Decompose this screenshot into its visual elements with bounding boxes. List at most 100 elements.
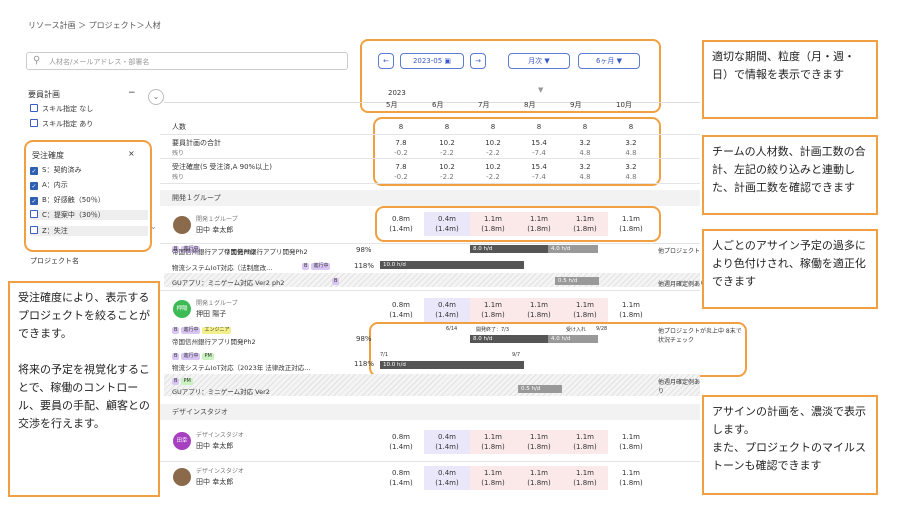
month-label: 9月 <box>570 101 582 109</box>
note-summary: チームの人材数、計画工数の合計、左記の絞り込みと連動した、計画工数を確認できます <box>702 135 878 215</box>
order-value: 15.4 <box>531 163 547 171</box>
checkbox[interactable] <box>30 210 38 218</box>
project-tags: B PM <box>172 378 193 385</box>
order-value: 3.2 <box>625 163 637 171</box>
project-name[interactable]: 物流システムIoT対応（2023年 法律改正対応... <box>172 364 311 372</box>
order-remaining-value: -2.2 <box>486 173 500 181</box>
granularity-value: 月次 <box>528 57 543 65</box>
checkbox[interactable] <box>30 119 38 127</box>
allocation-value: 0.4m <box>438 433 456 441</box>
filter-option[interactable]: Z：失注 <box>30 226 148 236</box>
collapse-icon[interactable]: − <box>128 88 136 98</box>
person-name[interactable]: 田中 幸太郎 <box>196 226 234 234</box>
person-dept: デザインスタジオ <box>196 432 244 439</box>
filter-option[interactable]: C：提案中（30％） <box>30 210 148 220</box>
year-label: 2023 <box>388 89 406 97</box>
allocation-sub: (1.8m) <box>619 479 643 487</box>
assign-bar[interactable]: 10.0 h/d <box>380 361 524 369</box>
headcount-label: 人数 <box>172 123 186 131</box>
expand-icon[interactable]: ⌄ <box>150 222 157 231</box>
allocation-cell: 1.1m (1.8m) <box>562 430 608 454</box>
allocation-value: 1.1m <box>622 301 640 309</box>
allocation-sub: (1.8m) <box>573 443 597 451</box>
assign-bar[interactable]: 8.0 h/d <box>470 245 548 253</box>
order-value: 3.2 <box>579 163 591 171</box>
checkbox-checked[interactable]: ✓ <box>30 182 38 190</box>
allocation-cell: 1.1m (1.8m) <box>608 298 654 322</box>
search-input[interactable]: ⚲ 人材名/メールアドレス・部署名 <box>26 52 348 70</box>
milestone-label: 9/28 <box>596 326 608 332</box>
allocation-value: 1.1m <box>484 433 502 441</box>
order-value: 10.2 <box>439 163 455 171</box>
period-navigation: ← 2023-05 ▣ → 月次 ▼ 6ヶ月 ▼ ▼ 2023 <box>360 39 661 113</box>
project-note: 他週月確定例あり <box>658 281 707 288</box>
group-header: 開発１グループ <box>160 190 700 206</box>
utilization-pct: 98% <box>356 246 372 254</box>
utilization-pct: 118% <box>354 360 375 368</box>
assign-bar[interactable]: 0.5 h/d <box>518 385 562 393</box>
allocation-cell: 1.1m (1.8m) <box>608 466 654 490</box>
checkbox-checked[interactable]: ✓ <box>30 197 38 205</box>
prev-period-button[interactable]: ← <box>378 53 394 69</box>
project-name[interactable]: GUアプリ：ミニゲーム対応 Ver2 <box>172 388 270 396</box>
next-period-button[interactable]: → <box>470 53 486 69</box>
span-select[interactable]: 6ヶ月 ▼ <box>578 53 640 69</box>
allocation-cell: 1.1m (1.8m) <box>608 212 654 236</box>
granularity-select[interactable]: 月次 ▼ <box>508 53 570 69</box>
filter-option[interactable]: ✓ B：好感触（50％） <box>30 196 105 205</box>
order-title: 受注確度 <box>32 151 64 160</box>
plan-value: 10.2 <box>485 139 501 147</box>
project-name[interactable]: 物流システムIoT対応（法制度改... <box>172 264 273 272</box>
plan-remaining-value: -2.2 <box>440 149 454 157</box>
project-name[interactable]: 帝国信州銀行アプリ開発Ph2 <box>224 248 308 256</box>
filter-option[interactable]: ✓ A：内示 <box>30 181 68 190</box>
plan-remaining-value: -2.2 <box>486 149 500 157</box>
plan-value: 7.8 <box>395 139 407 147</box>
allocation-value: 0.4m <box>438 215 456 223</box>
milestone-label: 6/14 <box>446 326 458 332</box>
allocation-value: 1.1m <box>622 215 640 223</box>
person-name[interactable]: 田中 幸太郎 <box>196 478 234 486</box>
allocation-cell: 1.1m (1.8m) <box>562 466 608 490</box>
checkbox[interactable] <box>30 104 38 112</box>
assign-bar[interactable]: 4.0 h/d <box>548 245 598 253</box>
plan-sub-label: 残り <box>172 150 185 157</box>
allocation-sub: (1.4m) <box>389 225 413 233</box>
allocation-sub: (1.8m) <box>481 225 505 233</box>
allocation-cell: 1.1m (1.8m) <box>516 298 562 322</box>
collapse-toggle[interactable]: ⌄ <box>148 89 164 105</box>
allocation-sub: (1.8m) <box>573 479 597 487</box>
order-remaining-value: -7.4 <box>532 173 546 181</box>
allocation-value: 0.4m <box>438 301 456 309</box>
allocation-sub: (1.8m) <box>573 311 597 319</box>
assign-bar[interactable]: 8.0 h/d <box>470 335 548 343</box>
filter-option[interactable]: ✓ S：契約済み <box>30 166 82 175</box>
allocation-value: 1.1m <box>530 301 548 309</box>
assign-bar[interactable]: 0.5 h/d <box>555 277 599 285</box>
checkbox-checked[interactable]: ✓ <box>30 167 38 175</box>
plan-value: 10.2 <box>439 139 455 147</box>
allocation-sub: (1.4m) <box>435 225 459 233</box>
period-picker[interactable]: 2023-05 ▣ <box>400 53 464 69</box>
person-name[interactable]: 押田 陽子 <box>196 310 227 318</box>
checkbox[interactable] <box>30 226 38 234</box>
allocation-sub: (1.8m) <box>481 479 505 487</box>
filter-option[interactable]: スキル指定 あり <box>30 119 93 129</box>
chevron-down-icon: ▼ <box>544 57 550 65</box>
project-name[interactable]: GUアプリ：ミニゲーム対応 Ver2 ph2 <box>172 279 285 287</box>
calendar-icon: ▣ <box>444 57 452 65</box>
filter-option[interactable]: スキル指定 なし <box>30 104 93 114</box>
project-note: 他週月確定例あり <box>658 379 701 395</box>
allocation-sub: (1.8m) <box>481 443 505 451</box>
clear-filter-icon[interactable]: ⨯ <box>128 149 135 158</box>
allocation-value: 1.1m <box>576 433 594 441</box>
allocation-sub: (1.8m) <box>619 225 643 233</box>
project-name[interactable]: 帝国信州銀行アプリ開発Ph2 <box>172 248 256 256</box>
person-name[interactable]: 田中 幸太郎 <box>196 442 234 450</box>
assign-bar[interactable]: 4.0 h/d <box>548 335 598 343</box>
project-name[interactable]: 帝国信州銀行アプリ開発Ph2 <box>172 338 256 346</box>
assign-bar[interactable]: 10.0 h/d <box>380 261 524 269</box>
month-label: 8月 <box>524 101 536 109</box>
project-note: 他プロジェクト <box>658 248 701 255</box>
breadcrumb: リソース計画 ＞ プロジェクト＞人材 <box>28 21 161 30</box>
